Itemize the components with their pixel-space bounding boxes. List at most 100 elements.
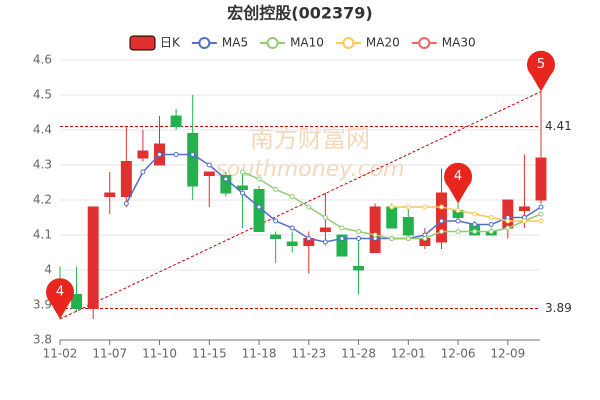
annotation-label: 4 bbox=[56, 285, 64, 300]
candle-body bbox=[71, 294, 83, 309]
y-tick-label: 4.6 bbox=[33, 53, 52, 67]
candle-body bbox=[170, 115, 182, 127]
ma-point bbox=[538, 211, 544, 217]
candle-body bbox=[87, 206, 99, 309]
ma-point bbox=[173, 152, 179, 157]
ma-point bbox=[206, 162, 212, 168]
reference-label: 3.89 bbox=[545, 301, 572, 315]
ma-point bbox=[538, 218, 544, 224]
annotation-pin bbox=[527, 50, 555, 92]
ma-point bbox=[505, 218, 511, 224]
ma-point bbox=[356, 236, 362, 241]
x-tick-label: 11-15 bbox=[192, 347, 227, 361]
legend-label: MA5 bbox=[222, 36, 248, 50]
ma-line bbox=[391, 206, 541, 222]
ma-point bbox=[239, 169, 245, 175]
ma-point bbox=[389, 204, 395, 210]
candle-body bbox=[353, 266, 365, 271]
legend-label: MA20 bbox=[366, 36, 400, 50]
y-tick-label: 4 bbox=[44, 263, 52, 277]
ma-point bbox=[190, 152, 196, 157]
ma-point bbox=[438, 218, 444, 224]
ma-point bbox=[289, 225, 295, 231]
legend-label: 日K bbox=[160, 36, 181, 50]
ma-point bbox=[356, 229, 362, 234]
candle-body bbox=[386, 206, 398, 229]
ma-point bbox=[405, 204, 411, 210]
ma-point bbox=[521, 218, 527, 224]
ma-point bbox=[472, 211, 478, 217]
candle-body bbox=[518, 206, 530, 211]
ma-point bbox=[256, 176, 262, 182]
x-tick-label: 11-28 bbox=[341, 347, 376, 361]
legend-icon bbox=[266, 37, 279, 49]
ma-point bbox=[455, 218, 461, 224]
y-tick-label: 3.8 bbox=[33, 333, 52, 347]
ma-point bbox=[455, 208, 461, 213]
ma-point bbox=[322, 215, 328, 220]
ma-point bbox=[422, 236, 428, 241]
candle-body bbox=[137, 150, 149, 159]
y-tick-label: 4.4 bbox=[33, 123, 52, 137]
x-tick-label: 12-06 bbox=[441, 347, 476, 361]
ma-point bbox=[339, 236, 345, 241]
ma-point bbox=[488, 222, 494, 227]
candle-body bbox=[187, 133, 199, 187]
candle-body bbox=[535, 157, 547, 201]
ma-point bbox=[157, 152, 163, 157]
candle-body bbox=[402, 217, 414, 236]
legend-icon bbox=[418, 37, 431, 49]
reference-label: 4.41 bbox=[545, 119, 572, 133]
ma-point bbox=[472, 222, 478, 227]
trend-line bbox=[59, 91, 542, 320]
ma-point bbox=[123, 201, 129, 206]
y-tick-label: 4.2 bbox=[33, 193, 52, 207]
ma-point bbox=[306, 204, 312, 210]
candle-body bbox=[270, 234, 282, 239]
candle-body bbox=[236, 185, 248, 190]
ma-point bbox=[239, 190, 245, 196]
ma-point bbox=[455, 229, 461, 234]
candle-body bbox=[120, 161, 132, 197]
watermark: southmoney.com bbox=[215, 157, 404, 182]
ma-point bbox=[273, 187, 279, 192]
ma-point bbox=[273, 218, 279, 224]
x-tick-label: 11-18 bbox=[242, 347, 277, 361]
x-tick-label: 11-07 bbox=[92, 347, 127, 361]
legend-label: MA10 bbox=[290, 36, 324, 50]
y-tick-label: 4.1 bbox=[33, 228, 52, 242]
annotation-pin bbox=[46, 278, 74, 319]
ma-line bbox=[125, 153, 542, 243]
x-tick-label: 12-01 bbox=[391, 347, 426, 361]
ma-point bbox=[472, 229, 478, 234]
ma-point bbox=[488, 229, 494, 234]
ma-point bbox=[422, 204, 428, 210]
annotation-label: 4 bbox=[454, 169, 462, 184]
candle-body bbox=[203, 171, 215, 176]
candle-body bbox=[104, 192, 116, 197]
legend-icon bbox=[129, 35, 156, 51]
ma-point bbox=[405, 236, 411, 241]
ma-point bbox=[140, 169, 146, 175]
candle-body bbox=[502, 199, 514, 229]
ma-point bbox=[223, 176, 229, 182]
ma-point bbox=[538, 204, 544, 210]
ma-point bbox=[289, 194, 295, 199]
ma-point bbox=[339, 225, 345, 231]
x-tick-label: 11-10 bbox=[142, 347, 177, 361]
x-tick-label: 11-02 bbox=[43, 347, 78, 361]
ma-point bbox=[438, 229, 444, 234]
annotation-label: 5 bbox=[537, 57, 545, 72]
ma-point bbox=[372, 232, 378, 238]
y-tick-label: 4.3 bbox=[33, 158, 52, 172]
legend-icon bbox=[342, 37, 355, 49]
candle-body bbox=[369, 206, 381, 253]
y-tick-label: 4.5 bbox=[33, 88, 52, 102]
ma-point bbox=[389, 236, 395, 241]
chart-title: 宏创控股(002379) bbox=[227, 4, 372, 23]
candle-body bbox=[436, 192, 447, 243]
candle-body bbox=[336, 234, 348, 257]
x-tick-label: 11-23 bbox=[291, 347, 326, 361]
candle-body bbox=[286, 241, 298, 246]
